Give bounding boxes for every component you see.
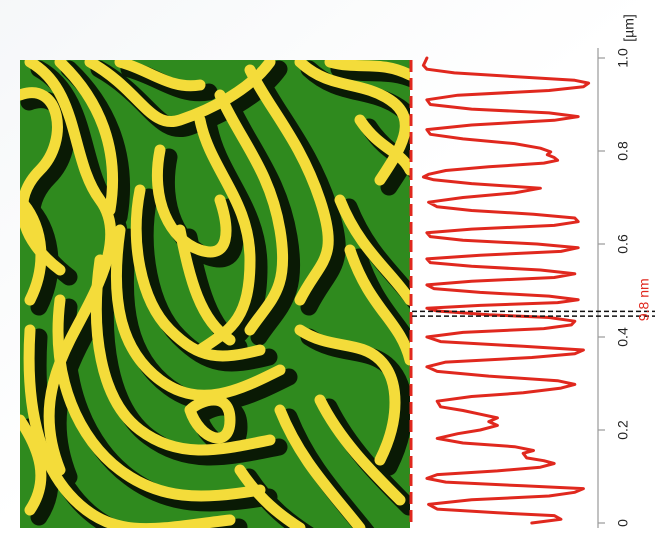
axis-tick-label-2: 0.4 xyxy=(615,327,631,347)
afm-ridge-24 xyxy=(344,244,410,366)
afm-trench-7 xyxy=(330,60,410,88)
afm-ridge-8 xyxy=(244,64,334,306)
afm-ridge-15 xyxy=(90,254,276,456)
afm-ridge-1 xyxy=(20,87,66,276)
afm-ridge-5 xyxy=(114,60,206,92)
afm-ridge-26 xyxy=(20,194,47,306)
axis-unit-label: [µm] xyxy=(621,14,637,42)
axis-tick-label-5: 1.0 xyxy=(615,48,631,68)
height-profile-line xyxy=(421,56,591,525)
period-annotation: 9.8 nm xyxy=(636,278,652,321)
afm-ridge-13 xyxy=(130,184,266,362)
axis-ticks: 0 0.2 0.4 0.6 0.8 1.0 xyxy=(598,48,631,527)
afm-ridge-22 xyxy=(234,464,306,528)
afm-ridge-7 xyxy=(324,60,410,81)
afm-height-image xyxy=(20,60,410,528)
afm-ridge-9 xyxy=(214,89,289,336)
afm-ridge-18 xyxy=(294,324,401,466)
afm-ridge-20 xyxy=(314,394,406,506)
afm-ridge-3 xyxy=(54,60,118,216)
afm-ridge-2 xyxy=(24,60,117,476)
axis-tick-label-1: 0.2 xyxy=(615,420,631,440)
afm-ridge-23 xyxy=(354,114,410,176)
axis-tick-label-4: 0.8 xyxy=(615,141,631,161)
afm-ridge-4 xyxy=(84,60,276,127)
afm-ridge-12 xyxy=(174,224,236,346)
axis-tick-label-0: 0 xyxy=(615,519,631,527)
afm-ridge-17 xyxy=(23,324,236,528)
afm-ridge-27 xyxy=(20,414,47,516)
afm-ridge-25 xyxy=(184,394,236,444)
afm-ridge-11 xyxy=(151,144,232,258)
afm-ridge-16 xyxy=(52,294,266,502)
axis-tick-label-3: 0.6 xyxy=(615,234,631,254)
afm-ridge-14 xyxy=(110,224,286,401)
afm-ridge-19 xyxy=(334,194,410,306)
afm-ridge-21 xyxy=(274,404,366,528)
